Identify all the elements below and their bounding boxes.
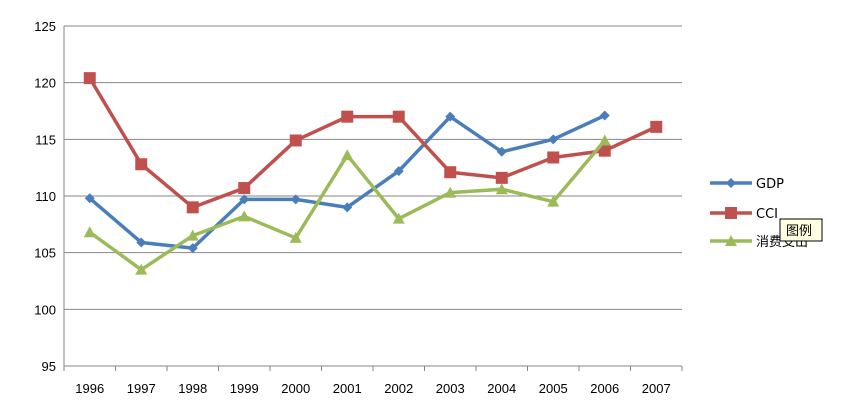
- x-tick-label: 1996: [75, 381, 104, 396]
- data-point: [445, 111, 456, 122]
- data-point: [84, 193, 95, 204]
- x-tick-label: 2007: [642, 381, 671, 396]
- data-point: [392, 110, 405, 123]
- data-point: [495, 183, 508, 195]
- x-tick-label: 2006: [590, 381, 619, 396]
- data-point: [83, 72, 96, 85]
- data-point: [290, 194, 301, 205]
- legend-tooltip: 图例: [779, 218, 823, 242]
- data-point: [289, 231, 302, 243]
- data-point: [547, 195, 560, 207]
- data-point: [136, 237, 147, 248]
- x-tick-label: 2001: [333, 381, 362, 396]
- data-point: [392, 212, 405, 224]
- data-point: [238, 182, 251, 195]
- x-tick-label: 2000: [281, 381, 310, 396]
- data-point: [135, 263, 148, 275]
- data-point: [342, 202, 353, 213]
- y-tick-label: 105: [34, 246, 56, 261]
- data-point: [548, 134, 559, 145]
- data-point: [135, 158, 148, 171]
- tooltip-box: [779, 218, 823, 242]
- data-point: [444, 186, 457, 198]
- data-point: [496, 146, 507, 157]
- data-point: [187, 243, 198, 254]
- x-tick-label: 2003: [436, 381, 465, 396]
- legend-swatch-marker: [725, 235, 737, 246]
- series-line: [88, 113, 606, 250]
- gridlines: [64, 25, 682, 310]
- data-point: [547, 151, 560, 164]
- legend-label: CCI: [756, 207, 778, 222]
- x-tick-label: 1998: [178, 381, 207, 396]
- legend-item[interactable]: GDP: [710, 177, 784, 192]
- data-point: [186, 229, 199, 241]
- series-line: [88, 77, 657, 210]
- legend-item[interactable]: CCI: [710, 207, 778, 222]
- x-tick-label: 2005: [539, 381, 568, 396]
- x-tick-label: 2002: [384, 381, 413, 396]
- x-tick-label: 1997: [127, 381, 156, 396]
- tooltip-text: 图例: [786, 224, 812, 239]
- series-2: [83, 72, 663, 214]
- data-point: [341, 110, 354, 123]
- y-tick-label: 120: [34, 76, 56, 91]
- legend-swatch-marker: [726, 178, 736, 188]
- series-group: [83, 72, 663, 275]
- data-point: [444, 166, 457, 179]
- data-point: [239, 194, 250, 205]
- x-tick-label: 2004: [487, 381, 516, 396]
- data-point: [393, 166, 404, 177]
- data-point: [598, 144, 611, 157]
- legend-label: GDP: [756, 177, 784, 192]
- data-point: [186, 201, 199, 214]
- y-tick-label: 100: [34, 302, 56, 317]
- axes: 95 100 105 110 115 120 125 1996 1997 1998 1999 2000…: [34, 19, 683, 396]
- y-tick-label: 125: [34, 19, 56, 34]
- y-tick-label: 95: [42, 359, 56, 374]
- data-point: [341, 149, 354, 161]
- data-point: [289, 134, 302, 147]
- series-3: [83, 134, 611, 275]
- x-tick-label: 1999: [230, 381, 259, 396]
- data-point: [83, 226, 96, 238]
- y-tick-label: 110: [35, 189, 56, 204]
- y-tick-label: 115: [35, 132, 56, 147]
- data-point: [598, 134, 611, 146]
- legend-swatch-marker: [725, 207, 737, 219]
- data-point: [599, 110, 610, 121]
- data-point: [650, 120, 663, 133]
- data-point: [495, 171, 508, 184]
- data-point: [238, 210, 251, 222]
